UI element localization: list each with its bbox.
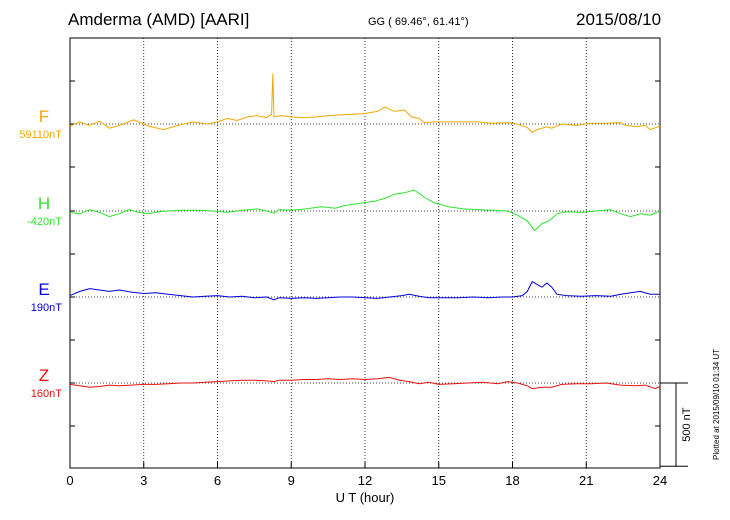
baseline-value-e: 190nT [31,302,62,314]
x-tick-label: 3 [140,473,147,488]
series-line-z [69,376,661,390]
grid-lines [70,38,660,468]
x-tick-label: 12 [358,473,372,488]
series-label-e: E [38,280,49,299]
x-tick-label: 21 [579,473,593,488]
chart-date: 2015/08/10 [576,10,662,29]
x-tick-label: 6 [214,473,221,488]
x-axis-label: U T (hour) [336,490,395,505]
series-label-z: Z [39,366,49,385]
baseline-value-z: 160nT [31,388,62,400]
series-line-f [69,73,661,134]
scale-bar-label: 500 nT [681,407,693,442]
series-label-h: H [38,194,50,213]
series-layer [69,73,661,390]
station-title: Amderma (AMD) [AARI] [68,10,250,29]
x-tick-label: 9 [288,473,295,488]
x-tick-label: 18 [505,473,519,488]
label-layer: F 59110nT H -420nT E 190nT Z 160nT [19,107,62,400]
x-tick-label: 15 [432,473,446,488]
series-line-e [69,280,660,301]
scale-bar: 500 nT [660,382,693,467]
x-tick-label: 0 [66,473,73,488]
series-label-f: F [39,107,49,126]
plot-frame [69,37,661,469]
geographic-coords: GG ( 69.46°, 61.41°) [368,16,469,28]
series-line-h [69,189,661,232]
baseline-value-h: -420nT [27,216,62,228]
x-tick-label: 24 [653,473,667,488]
x-axis: 0 3 6 9 12 15 18 21 24 U T (hour) [66,462,667,505]
plot-border [69,37,661,469]
baseline-value-f: 59110nT [19,129,62,141]
